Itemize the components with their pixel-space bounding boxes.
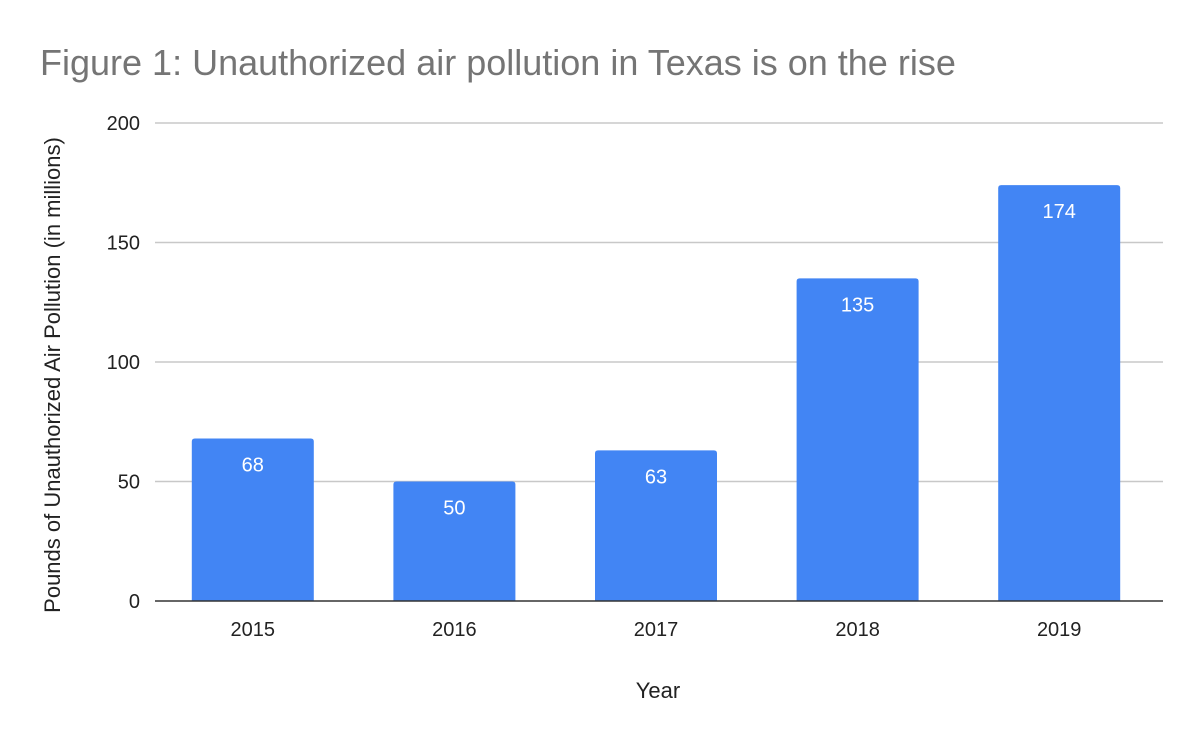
data-label-2019: 174 bbox=[1043, 201, 1076, 223]
data-label-2017: 63 bbox=[645, 466, 667, 488]
x-tick-label-2016: 2016 bbox=[432, 619, 477, 641]
y-axis-ticks: 0 50 100 150 200 bbox=[107, 113, 140, 613]
x-axis-ticks: 2015 2016 2017 2018 2019 bbox=[231, 619, 1082, 641]
bars bbox=[191, 185, 1121, 601]
data-label-2015: 68 bbox=[242, 454, 264, 476]
chart-title: Figure 1: Unauthorized air pollution in … bbox=[40, 42, 956, 83]
y-tick-label: 200 bbox=[107, 113, 140, 135]
y-tick-label: 100 bbox=[107, 352, 140, 374]
y-tick-label: 150 bbox=[107, 233, 140, 255]
x-tick-label-2019: 2019 bbox=[1037, 619, 1082, 641]
data-label-2016: 50 bbox=[443, 498, 465, 520]
x-tick-label-2018: 2018 bbox=[835, 619, 880, 641]
y-axis-label: Pounds of Unauthorized Air Pollution (in… bbox=[40, 137, 65, 613]
data-label-2018: 135 bbox=[841, 294, 874, 316]
bar-2017 bbox=[595, 450, 717, 601]
bar-2018 bbox=[796, 278, 919, 601]
bar-2019 bbox=[998, 185, 1121, 601]
data-labels: 68 50 63 135 174 bbox=[242, 201, 1076, 519]
y-tick-label: 0 bbox=[129, 591, 140, 613]
x-tick-label-2017: 2017 bbox=[634, 619, 679, 641]
bar-2015 bbox=[191, 438, 314, 601]
x-axis-label: Year bbox=[636, 678, 680, 703]
y-tick-label: 50 bbox=[118, 472, 140, 494]
x-tick-label-2015: 2015 bbox=[231, 619, 276, 641]
bar-2016 bbox=[393, 481, 516, 601]
